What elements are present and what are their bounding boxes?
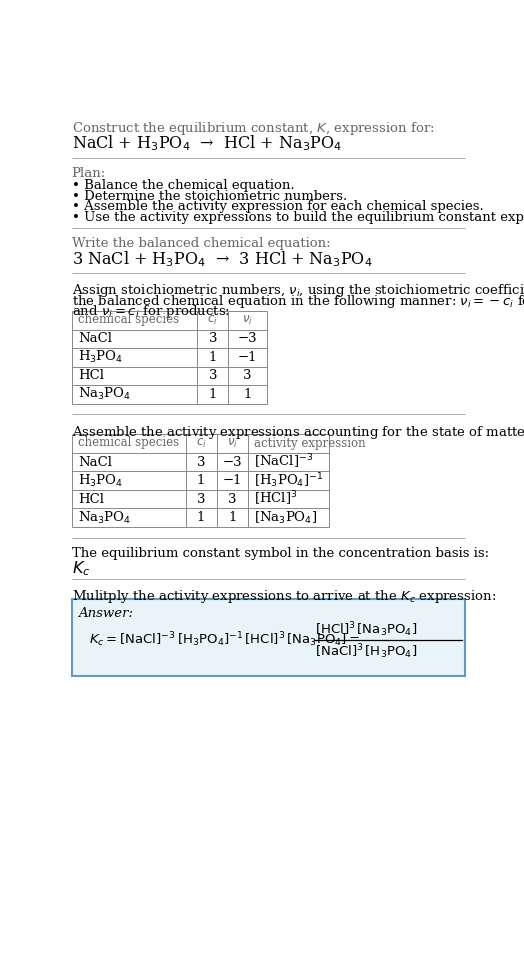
- Text: Write the balanced chemical equation:: Write the balanced chemical equation:: [72, 237, 330, 251]
- Text: [Na$_3$PO$_4$]: [Na$_3$PO$_4$]: [254, 509, 317, 525]
- Text: $\nu_i$: $\nu_i$: [227, 437, 237, 450]
- Text: 1: 1: [228, 511, 236, 524]
- Text: $[\mathrm{NaCl}]^3\,[\mathrm{H_3PO_4}]$: $[\mathrm{NaCl}]^3\,[\mathrm{H_3PO_4}]$: [315, 642, 417, 661]
- Text: chemical species: chemical species: [78, 436, 179, 449]
- Text: [HCl]$^3$: [HCl]$^3$: [254, 490, 297, 508]
- Text: 1: 1: [197, 474, 205, 487]
- Text: chemical species: chemical species: [78, 313, 179, 325]
- Text: $K_c$: $K_c$: [72, 559, 90, 578]
- FancyBboxPatch shape: [72, 599, 465, 677]
- Text: 3: 3: [197, 456, 205, 469]
- Text: Na$_3$PO$_4$: Na$_3$PO$_4$: [78, 509, 131, 525]
- Text: activity expression: activity expression: [254, 437, 365, 450]
- Text: $K_c = [\mathrm{NaCl}]^{-3}\,[\mathrm{H_3PO_4}]^{-1}\,[\mathrm{HCl}]^3\,[\mathrm: $K_c = [\mathrm{NaCl}]^{-3}\,[\mathrm{H_…: [89, 630, 360, 649]
- Text: Construct the equilibrium constant, $K$, expression for:: Construct the equilibrium constant, $K$,…: [72, 121, 434, 137]
- Text: $c_i$: $c_i$: [196, 437, 206, 450]
- Text: HCl: HCl: [78, 493, 104, 505]
- Text: 3: 3: [197, 493, 205, 505]
- Text: and $\nu_i = c_i$ for products:: and $\nu_i = c_i$ for products:: [72, 303, 230, 321]
- Text: −1: −1: [222, 474, 242, 487]
- Text: Na$_3$PO$_4$: Na$_3$PO$_4$: [78, 387, 131, 402]
- Text: 3 NaCl + H$_3$PO$_4$  →  3 HCl + Na$_3$PO$_4$: 3 NaCl + H$_3$PO$_4$ → 3 HCl + Na$_3$PO$…: [72, 250, 373, 269]
- Text: NaCl + H$_3$PO$_4$  →  HCl + Na$_3$PO$_4$: NaCl + H$_3$PO$_4$ → HCl + Na$_3$PO$_4$: [72, 133, 342, 153]
- Text: HCl: HCl: [78, 369, 104, 383]
- Text: −3: −3: [238, 332, 257, 345]
- Text: NaCl: NaCl: [78, 332, 112, 345]
- Text: 1: 1: [209, 351, 217, 364]
- Text: 3: 3: [209, 369, 217, 383]
- Text: $\nu_i$: $\nu_i$: [242, 314, 253, 327]
- Text: • Use the activity expressions to build the equilibrium constant expression.: • Use the activity expressions to build …: [72, 211, 524, 224]
- Text: • Balance the chemical equation.: • Balance the chemical equation.: [72, 179, 294, 191]
- Text: $[\mathrm{HCl}]^3\,[\mathrm{Na_3PO_4}]$: $[\mathrm{HCl}]^3\,[\mathrm{Na_3PO_4}]$: [315, 620, 417, 638]
- Text: 3: 3: [228, 493, 236, 505]
- Text: $c_i$: $c_i$: [208, 314, 218, 327]
- Text: The equilibrium constant symbol in the concentration basis is:: The equilibrium constant symbol in the c…: [72, 546, 489, 560]
- Text: • Determine the stoichiometric numbers.: • Determine the stoichiometric numbers.: [72, 189, 347, 203]
- Text: Assemble the activity expressions accounting for the state of matter and $\nu_i$: Assemble the activity expressions accoun…: [72, 424, 524, 440]
- Text: NaCl: NaCl: [78, 456, 112, 469]
- Text: 3: 3: [209, 332, 217, 345]
- Text: 3: 3: [243, 369, 252, 383]
- Text: H$_3$PO$_4$: H$_3$PO$_4$: [78, 349, 123, 366]
- Text: [H$_3$PO$_4$]$^{-1}$: [H$_3$PO$_4$]$^{-1}$: [254, 471, 323, 490]
- Text: 1: 1: [197, 511, 205, 524]
- Text: Mulitply the activity expressions to arrive at the $K_c$ expression:: Mulitply the activity expressions to arr…: [72, 589, 496, 606]
- Text: • Assemble the activity expression for each chemical species.: • Assemble the activity expression for e…: [72, 200, 484, 213]
- Text: −1: −1: [238, 351, 257, 364]
- Text: −3: −3: [222, 456, 242, 469]
- Text: 1: 1: [244, 388, 252, 401]
- Text: the balanced chemical equation in the following manner: $\nu_i = -c_i$ for react: the balanced chemical equation in the fo…: [72, 293, 524, 310]
- Text: H$_3$PO$_4$: H$_3$PO$_4$: [78, 473, 123, 489]
- Text: Answer:: Answer:: [78, 607, 133, 620]
- Text: 1: 1: [209, 388, 217, 401]
- Text: Plan:: Plan:: [72, 167, 106, 180]
- Text: Assign stoichiometric numbers, $\nu_i$, using the stoichiometric coefficients, $: Assign stoichiometric numbers, $\nu_i$, …: [72, 282, 524, 299]
- Text: [NaCl]$^{-3}$: [NaCl]$^{-3}$: [254, 453, 313, 471]
